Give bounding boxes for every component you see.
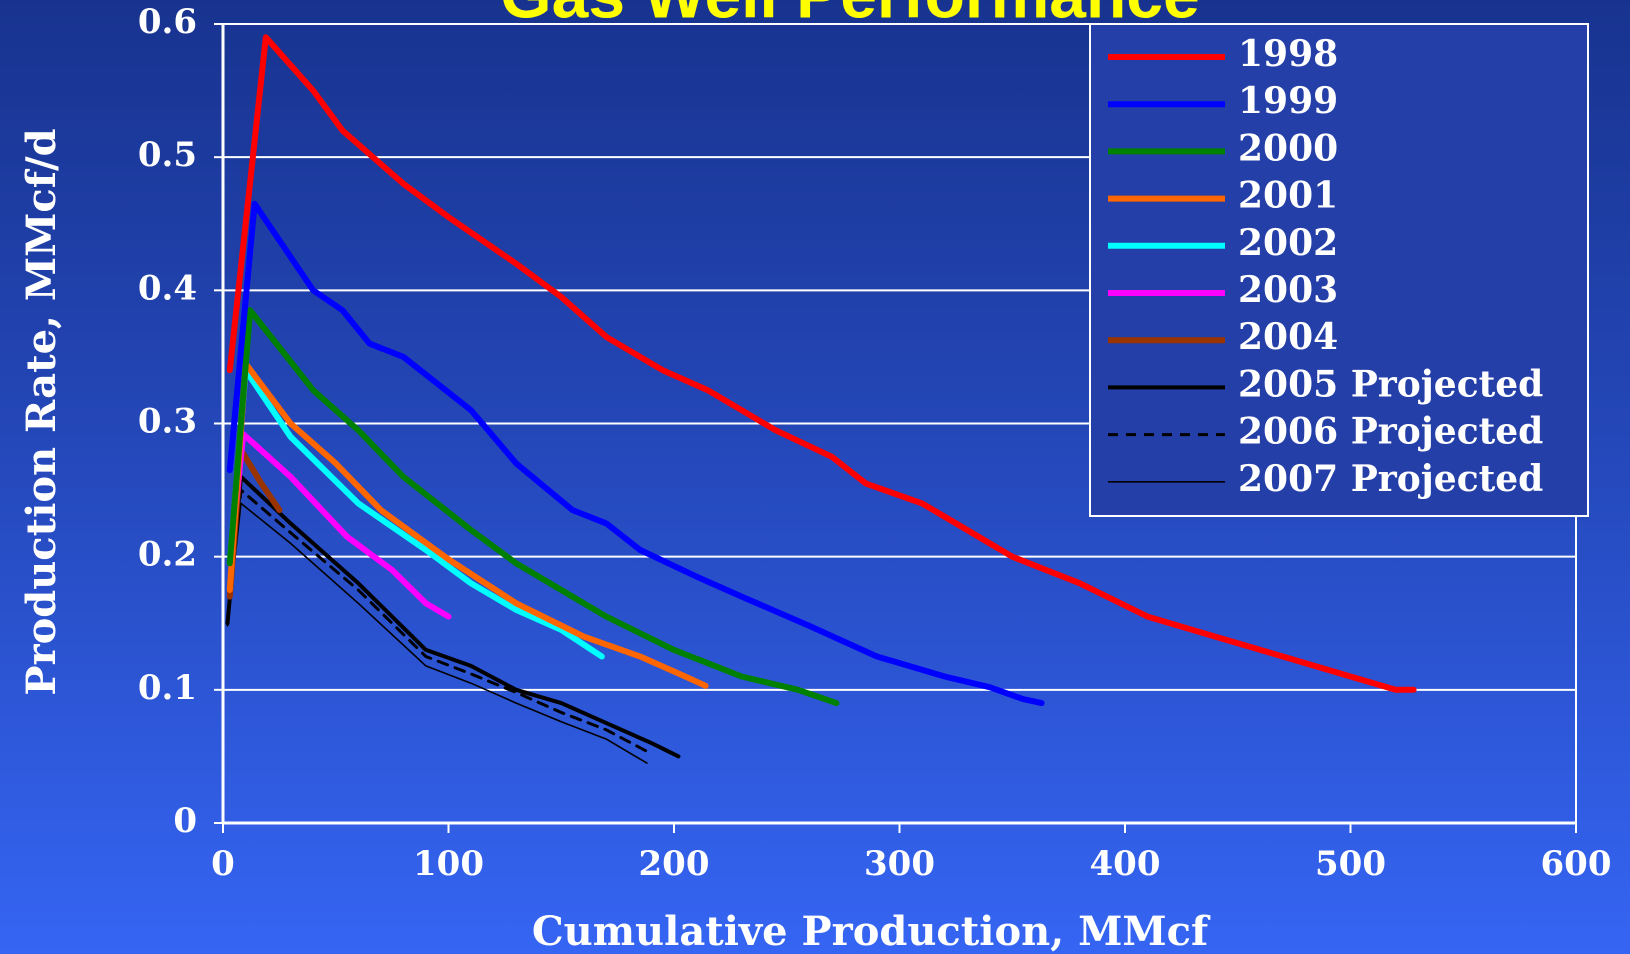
y-tick-label: 0.4 (138, 268, 197, 308)
y-tick-label: 0.6 (138, 2, 197, 42)
series-line-1998 (226, 34, 1417, 693)
x-tick-label: 300 (864, 844, 935, 884)
legend-label: 1998 (1238, 33, 1338, 75)
x-axis-ticks: 0 100 200 300 400 500 600 (211, 823, 1611, 884)
series-line-2006-projected (226, 488, 653, 756)
y-axis-ticks: 0 0.1 0.2 0.3 0.4 0.5 0.6 (138, 2, 223, 841)
series-line-2002 (226, 367, 605, 660)
legend-label: 2005 Projected (1238, 363, 1543, 405)
legend-label: 2003 (1238, 269, 1338, 311)
legend-label: 2006 Projected (1238, 411, 1543, 453)
legend-box (1089, 23, 1589, 517)
series-line-1999 (226, 200, 1045, 707)
x-tick-label: 600 (1541, 844, 1612, 884)
x-axis-title: Cumulative Production, MMcf (532, 908, 1211, 954)
x-tick-label: 100 (413, 844, 484, 884)
series-line-2007-projected (226, 502, 648, 764)
x-tick-label: 200 (639, 844, 710, 884)
y-axis-title: Production Rate, MMcf/d (18, 128, 65, 695)
series-lines (225, 34, 1417, 764)
series-line-2001 (226, 360, 709, 689)
series-line-2005-projected (225, 474, 681, 759)
x-tick-label: 500 (1315, 844, 1386, 884)
chart-title: Gas Well Performance (500, 0, 1199, 31)
legend-label: 2007 Projected (1238, 458, 1543, 500)
y-tick-label: 0.1 (138, 668, 197, 708)
y-tick-label: 0.3 (138, 402, 197, 442)
legend-label: 2002 (1238, 222, 1338, 264)
legend-label: 2001 (1238, 175, 1338, 217)
legend: 1998 1999 2000 2001 2002 2003 2004 2005 Project… (1089, 23, 1589, 517)
series-line-2000 (226, 307, 840, 707)
series-line-2003 (226, 431, 452, 620)
y-tick-label: 0.5 (138, 135, 197, 175)
legend-label: 1999 (1238, 80, 1338, 122)
legend-label: 2004 (1238, 316, 1338, 358)
x-tick-label: 400 (1090, 844, 1161, 884)
legend-label: 2000 (1238, 127, 1338, 169)
x-tick-label: 0 (211, 844, 235, 884)
y-tick-label: 0.2 (138, 535, 197, 575)
y-tick-label: 0 (173, 801, 197, 841)
